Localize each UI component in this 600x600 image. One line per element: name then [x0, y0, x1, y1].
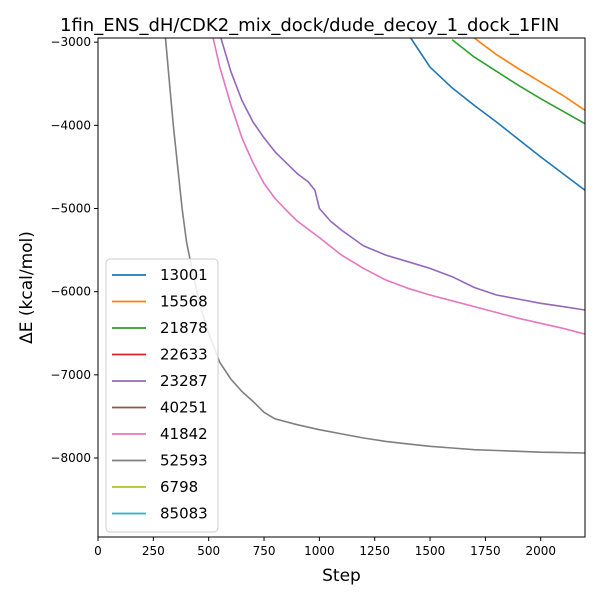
x-axis-label: Step	[322, 566, 361, 586]
y-tick-label: −7000	[50, 368, 91, 382]
series-line-23287	[220, 38, 585, 311]
legend: 13001 15568 21878 22633 23287 40251 41842 52593…	[105, 258, 219, 533]
y-tick-label: −5000	[50, 201, 91, 215]
x-tick-label: 500	[197, 544, 220, 558]
y-axis-ticks: −8000 −7000 −6000 −5000 −4000 −3000	[50, 35, 98, 465]
legend-label: 6798	[160, 478, 198, 496]
y-tick-label: −6000	[50, 285, 91, 299]
series-line-13001	[409, 38, 585, 191]
x-tick-label: 250	[142, 544, 165, 558]
x-axis-ticks: 0 250 500 750 1000 1250 1500 1750 2000	[94, 537, 556, 558]
y-tick-label: −4000	[50, 118, 91, 132]
legend-label: 40251	[160, 399, 208, 417]
legend-label: 15568	[160, 293, 208, 311]
x-tick-label: 2000	[525, 544, 556, 558]
y-tick-label: −3000	[50, 35, 91, 49]
x-tick-label: 750	[253, 544, 276, 558]
legend-label: 13001	[160, 266, 208, 284]
y-axis-label: ΔE (kcal/mol)	[17, 231, 37, 344]
series-line-21878	[451, 39, 585, 125]
legend-label: 21878	[160, 319, 208, 337]
x-tick-label: 1750	[470, 544, 501, 558]
series-line-52593	[164, 38, 585, 454]
series-layer	[164, 38, 585, 454]
legend-label: 85083	[160, 505, 208, 523]
series-line-41842	[212, 38, 585, 335]
y-tick-label: −8000	[50, 451, 91, 465]
x-tick-label: 1500	[415, 544, 446, 558]
legend-label: 52593	[160, 452, 208, 470]
legend-label: 23287	[160, 372, 208, 390]
chart-title: 1fin_ENS_dH/CDK2_mix_dock/dude_decoy_1_d…	[60, 15, 559, 36]
legend-label: 22633	[160, 346, 208, 364]
x-tick-label: 1250	[359, 544, 390, 558]
x-tick-label: 0	[94, 544, 102, 558]
series-line-15568	[473, 38, 585, 112]
plot-frame	[97, 37, 586, 538]
x-tick-label: 1000	[304, 544, 335, 558]
legend-label: 41842	[160, 425, 208, 443]
